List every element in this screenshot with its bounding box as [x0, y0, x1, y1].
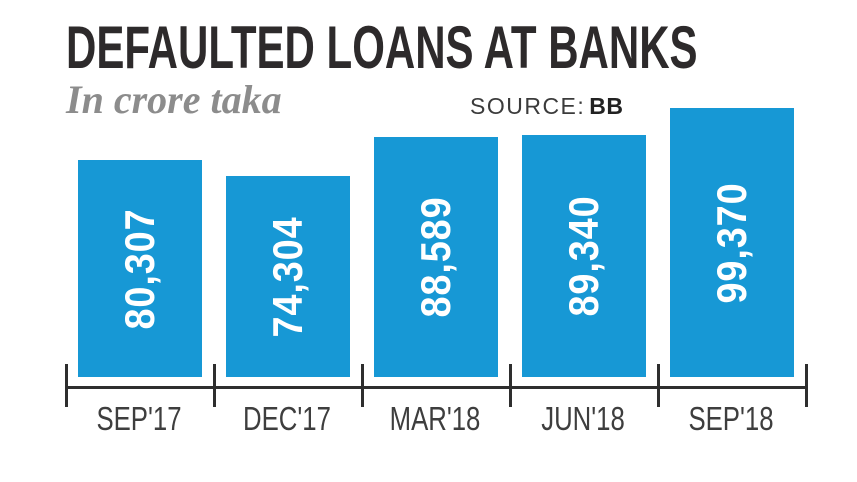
- bar-value-label: 80,307: [116, 207, 163, 330]
- bar: 74,304: [226, 176, 350, 377]
- x-axis-label: SEP'17: [96, 400, 182, 437]
- x-axis-label: JUN'18: [541, 400, 625, 437]
- bar-value-label: 74,304: [264, 215, 311, 338]
- x-axis-tick: [805, 364, 808, 407]
- bar: 88,589: [374, 137, 498, 377]
- source-credit: SOURCE: BB: [470, 93, 624, 120]
- x-axis-tick: [361, 364, 364, 407]
- x-axis-line: [65, 386, 808, 389]
- bar: 80,307: [78, 160, 202, 377]
- chart-subtitle-units: In crore taka: [66, 77, 282, 122]
- source-value: BB: [589, 93, 624, 119]
- x-axis-tick: [509, 364, 512, 407]
- x-axis-tick: [65, 364, 68, 407]
- bar-value-label: 88,589: [412, 196, 459, 318]
- source-label: SOURCE:: [470, 93, 586, 119]
- x-axis-tick: [213, 364, 216, 407]
- chart-title: DEFAULTED LOANS AT BANKS: [66, 14, 698, 81]
- bar: 99,370: [670, 108, 794, 377]
- bar-value-label: 89,340: [560, 195, 607, 317]
- bar-value-label: 99,370: [708, 181, 755, 304]
- bar: 89,340: [522, 135, 646, 377]
- x-axis-tick: [657, 364, 660, 407]
- x-axis-label: SEP'18: [688, 400, 774, 437]
- x-axis-label: MAR'18: [389, 400, 481, 437]
- x-axis-label: DEC'17: [243, 400, 331, 437]
